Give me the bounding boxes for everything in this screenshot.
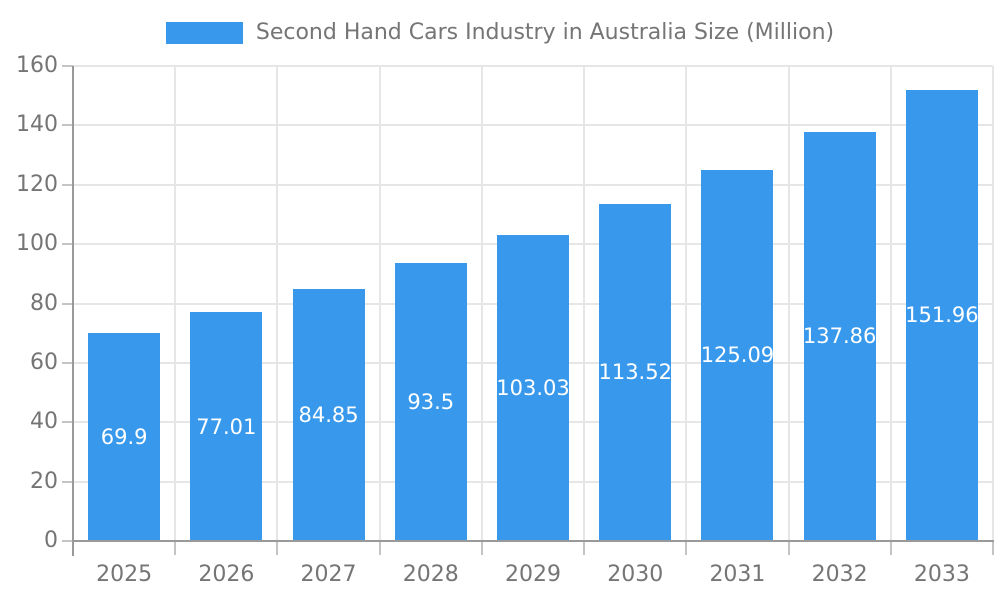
x-tick <box>583 541 586 555</box>
bar-2032[interactable] <box>803 131 876 541</box>
y-tick <box>62 183 73 186</box>
x-tick-label: 2028 <box>402 562 459 587</box>
x-tick <box>480 541 483 555</box>
x-tick <box>378 541 381 555</box>
y-gridline <box>73 183 993 186</box>
y-tick <box>62 421 73 424</box>
bar-2027[interactable] <box>292 289 365 541</box>
bar-2033[interactable] <box>905 89 978 541</box>
y-tick-label: 20 <box>30 468 58 494</box>
bar-2025[interactable] <box>88 333 161 541</box>
bar-2026[interactable] <box>190 312 263 541</box>
y-tick-label: 140 <box>16 112 58 138</box>
y-tick-label: 0 <box>44 528 58 553</box>
x-tick-label: 2033 <box>913 562 970 587</box>
x-gridline <box>889 66 892 541</box>
y-tick-label: 100 <box>16 231 58 257</box>
legend-swatch <box>165 21 243 44</box>
bar-value-label: 113.52 <box>598 360 672 385</box>
x-tick-label: 2031 <box>709 562 766 587</box>
x-tick <box>685 541 688 555</box>
y-tick-label: 40 <box>30 409 58 435</box>
x-tick <box>889 541 892 555</box>
chart-title: Second Hand Cars Industry in Australia S… <box>255 20 835 45</box>
x-gridline <box>276 66 279 541</box>
x-gridline <box>992 66 994 541</box>
y-tick-label: 160 <box>16 53 58 78</box>
x-tick-label: 2030 <box>607 562 664 587</box>
bar-2028[interactable] <box>394 263 467 541</box>
y-tick <box>62 302 73 305</box>
y-tick <box>62 480 73 483</box>
x-tick <box>174 541 177 555</box>
x-tick-label: 2032 <box>811 562 868 587</box>
x-gridline <box>787 66 790 541</box>
bar-value-label: 84.85 <box>298 403 359 428</box>
x-tick-label: 2029 <box>504 562 561 587</box>
bar-value-label: 137.86 <box>802 324 877 349</box>
bar-2030[interactable] <box>599 203 672 541</box>
x-tick-label: 2027 <box>300 562 357 587</box>
bar-2029[interactable] <box>497 235 569 541</box>
x-gridline <box>378 66 381 541</box>
bar-value-label: 69.9 <box>100 425 148 450</box>
x-tick-label: 2025 <box>96 562 153 587</box>
x-gridline <box>583 66 586 541</box>
y-tick-label: 120 <box>16 171 58 197</box>
bar-value-label: 93.5 <box>407 390 455 415</box>
x-gridline <box>480 66 483 541</box>
x-tick <box>276 541 279 555</box>
y-tick <box>62 65 73 67</box>
x-gridline <box>174 66 177 541</box>
y-tick <box>62 361 73 364</box>
bar-2031[interactable] <box>701 169 774 541</box>
x-tick <box>787 541 790 555</box>
x-tick-label: 2026 <box>198 562 255 587</box>
x-tick <box>992 541 994 555</box>
y-tick-label: 60 <box>30 349 58 375</box>
x-gridline <box>685 66 688 541</box>
y-gridline <box>73 65 993 67</box>
bar-value-label: 103.03 <box>496 376 570 401</box>
bar-value-label: 125.09 <box>700 343 775 368</box>
y-tick <box>62 540 73 542</box>
chart-legend[interactable]: Second Hand Cars Industry in Australia S… <box>0 20 1000 45</box>
y-gridline <box>73 124 993 127</box>
bar-value-label: 151.96 <box>905 303 979 328</box>
bar-value-label: 77.01 <box>196 414 257 439</box>
y-tick-label: 80 <box>30 290 58 316</box>
x-axis-line <box>72 540 994 542</box>
y-axis-line <box>72 66 74 556</box>
y-tick <box>62 124 73 127</box>
y-tick <box>62 243 73 246</box>
